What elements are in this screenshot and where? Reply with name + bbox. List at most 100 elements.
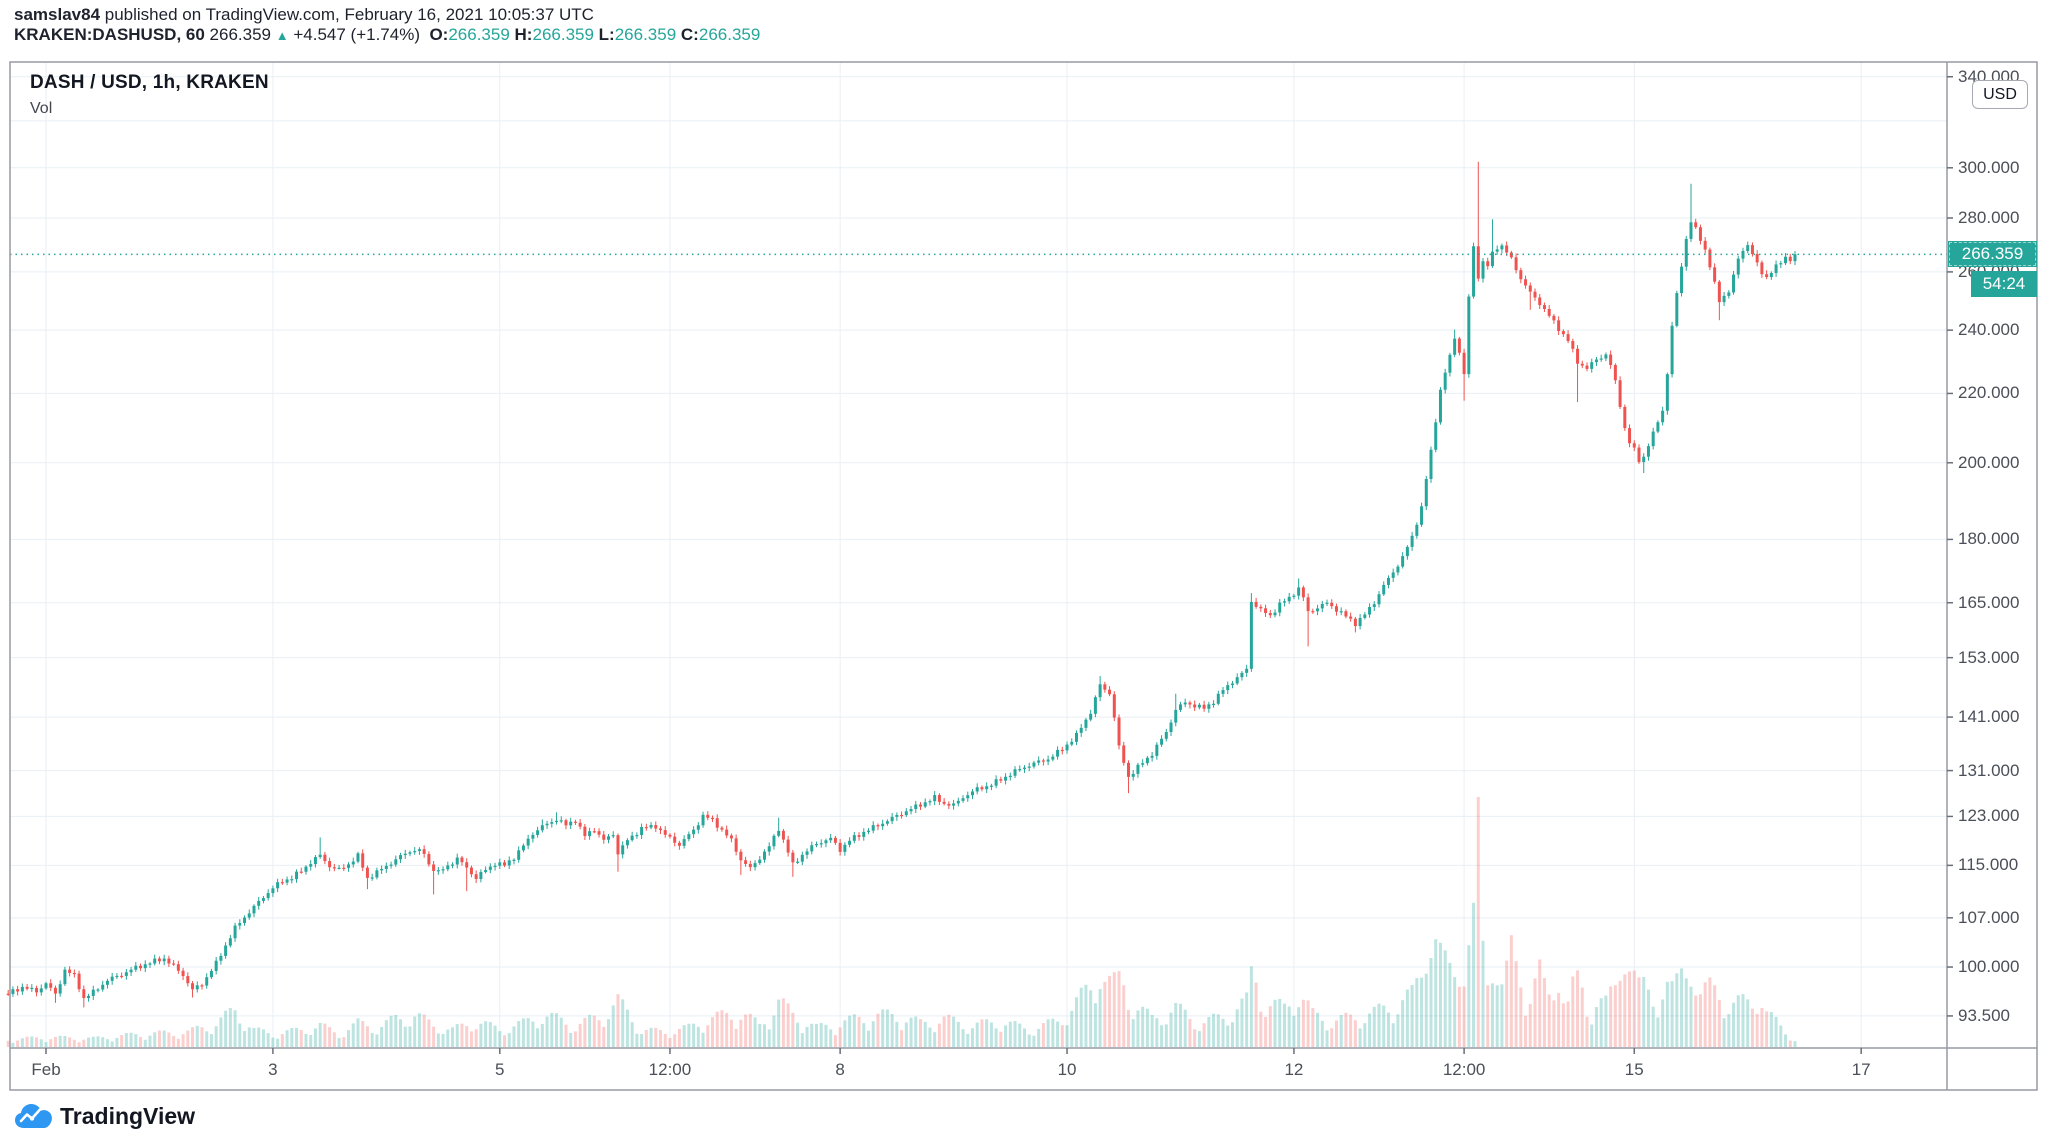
volume-bar <box>1788 1040 1792 1047</box>
candle <box>1457 338 1461 353</box>
volume-bar <box>1609 986 1613 1047</box>
candle <box>1698 227 1702 241</box>
volume-bar <box>1552 1000 1556 1047</box>
volume-bar <box>1193 1029 1197 1047</box>
candle <box>1221 690 1225 694</box>
candle <box>1022 767 1026 770</box>
volume-bar <box>498 1031 502 1047</box>
volume-bar <box>829 1029 833 1047</box>
candle <box>1779 263 1783 265</box>
candle <box>455 857 459 865</box>
volume-bar <box>1391 1023 1395 1047</box>
candle <box>1334 606 1338 612</box>
candle <box>129 969 133 973</box>
legend-symbol-title[interactable]: DASH / USD, 1h, KRAKEN <box>30 72 269 93</box>
candle <box>1358 617 1362 627</box>
volume-bar <box>1566 1001 1570 1047</box>
candle <box>668 834 672 837</box>
candle <box>1670 325 1674 375</box>
candle <box>1736 258 1740 275</box>
candle <box>706 814 710 818</box>
volume-bar <box>588 1014 592 1047</box>
volume-bar <box>1306 1000 1310 1047</box>
volume-bar <box>706 1025 710 1047</box>
candle <box>1722 295 1726 303</box>
candle <box>1746 245 1750 251</box>
volume-bar <box>228 1007 232 1047</box>
volume-bar <box>157 1030 161 1047</box>
price-axis-label: 180.000 <box>1958 529 2020 549</box>
candle <box>1126 762 1130 777</box>
candle <box>909 809 913 812</box>
candle <box>427 853 431 865</box>
volume-bar <box>1561 1003 1565 1047</box>
candle <box>715 818 719 828</box>
candle <box>1060 749 1064 752</box>
candle <box>819 843 823 845</box>
candle <box>214 960 218 971</box>
volume-bar <box>351 1023 355 1047</box>
candle <box>975 787 979 792</box>
candle <box>1202 704 1206 709</box>
candle <box>30 987 34 990</box>
candle <box>692 829 696 835</box>
candle <box>555 820 559 823</box>
candle <box>39 988 43 993</box>
candle <box>772 835 776 847</box>
tradingview-logo[interactable]: TradingView <box>14 1102 195 1130</box>
volume-bar <box>1765 1011 1769 1047</box>
volume-bar <box>399 1019 403 1047</box>
candle <box>682 839 686 846</box>
candle <box>1599 358 1603 360</box>
candle <box>654 825 658 829</box>
candle <box>1732 274 1736 293</box>
time-axis-label: 12 <box>1284 1060 1304 1079</box>
candle <box>1178 704 1182 710</box>
candle <box>247 913 251 918</box>
candle <box>1108 689 1112 695</box>
candle <box>1278 602 1282 613</box>
volume-bar <box>30 1036 34 1047</box>
volume-bar <box>1178 1003 1182 1047</box>
candle <box>148 963 152 965</box>
candle <box>1230 683 1234 686</box>
volume-bar <box>1372 1006 1376 1047</box>
candle <box>16 989 20 992</box>
candle <box>1561 331 1565 335</box>
volume-bar <box>848 1015 852 1047</box>
volume-bar <box>252 1027 256 1047</box>
volume-bar <box>1769 1012 1773 1047</box>
candle <box>933 795 937 802</box>
volume-bar <box>1585 1016 1589 1047</box>
volume-bar <box>904 1022 908 1047</box>
volume-bar <box>1022 1028 1026 1047</box>
legend-volume-indicator[interactable]: Vol <box>30 100 53 117</box>
candle <box>91 989 95 996</box>
currency-toggle-button[interactable]: USD <box>1972 80 2028 109</box>
candle <box>403 853 407 856</box>
volume-bar <box>1221 1018 1225 1047</box>
volume-bar <box>999 1031 1003 1047</box>
candle <box>465 862 469 868</box>
candle <box>569 821 573 826</box>
volume-bar <box>956 1021 960 1047</box>
candle <box>399 855 403 860</box>
candle <box>729 835 733 839</box>
volume-bar <box>1325 1030 1329 1047</box>
volume-bar <box>1457 986 1461 1047</box>
candle <box>219 955 223 961</box>
time-axis-label: 15 <box>1624 1060 1644 1079</box>
high-value: 266.359 <box>532 25 594 44</box>
gridlines <box>10 62 1947 1048</box>
volume-bar <box>484 1021 488 1047</box>
outer-border <box>9 61 2038 1091</box>
candle <box>1216 693 1220 704</box>
volume-bar <box>744 1014 748 1047</box>
chart-legend: DASH / USD, 1h, KRAKEN Vol <box>30 72 269 118</box>
volume-bar <box>63 1035 67 1047</box>
volume-bar <box>1490 983 1494 1047</box>
volume-bar <box>1429 958 1433 1047</box>
volume-bar <box>1084 984 1088 1047</box>
volume-bar <box>1717 999 1721 1047</box>
